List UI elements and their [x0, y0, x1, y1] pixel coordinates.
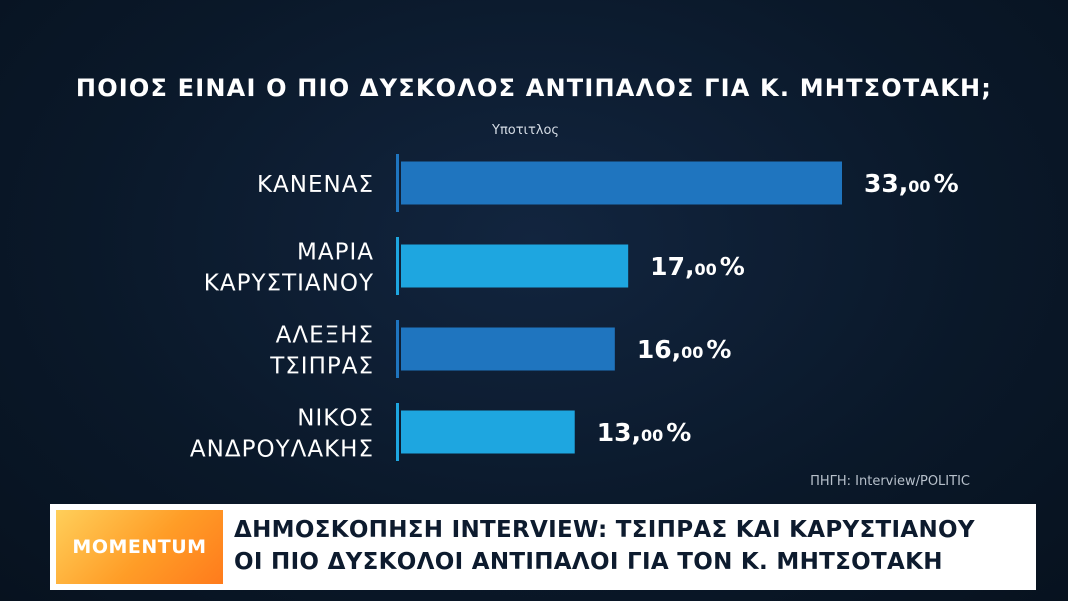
value-label: 16,00% — [637, 335, 732, 364]
axis-segment — [396, 403, 399, 461]
category-label: ΜΑΡΙΑ ΚΑΡΥΣΤΙΑΝΟΥ — [204, 240, 374, 297]
value-label: 33,00% — [864, 169, 959, 198]
value-label: 17,00% — [650, 252, 745, 281]
axis-segment — [396, 237, 399, 295]
category-label: ΑΛΕΞΗΣ ΤΣΙΠΡΑΣ — [269, 323, 374, 380]
source-note: ΠΗΓΗ: Interview/POLITIC — [810, 474, 970, 489]
bar — [401, 410, 575, 454]
headline-line-2: ΟΙ ΠΙΟ ΔΥΣΚΟΛΟΙ ΑΝΤΙΠΑΛΟΙ ΓΙΑ ΤΟΝ Κ. ΜΗΤ… — [234, 549, 943, 575]
headline-line-1: ΔΗΜΟΣΚΟΠΗΣΗ INTERVIEW: ΤΣΙΠΡΑΣ ΚΑΙ ΚΑΡΥΣ… — [234, 517, 975, 543]
momentum-logo: MOMENTUM — [56, 510, 223, 584]
axis-segment — [396, 320, 399, 378]
chart-subtitle: Υποτιτλος — [492, 123, 560, 138]
axis-segment — [396, 154, 399, 212]
value-label: 13,00% — [597, 418, 692, 447]
logo-text: MOMENTUM — [72, 536, 207, 558]
bar — [401, 161, 842, 205]
ticker-headline: ΔΗΜΟΣΚΟΠΗΣΗ INTERVIEW: ΤΣΙΠΡΑΣ ΚΑΙ ΚΑΡΥΣ… — [234, 514, 1034, 578]
bar — [401, 244, 629, 288]
chart-title: ΠΟΙΟΣ ΕΙΝΑΙ Ο ΠΙΟ ΔΥΣΚΟΛΟΣ ΑΝΤΙΠΑΛΟΣ ΓΙΑ… — [75, 74, 993, 102]
category-label: ΝΙΚΟΣ ΑΝΔΡΟΥΛΑΚΗΣ — [190, 406, 374, 463]
bar-chart: ΚΑΝΕΝΑΣ 33,00 % ΜΑΡΙΑ ΚΑΡΥΣΤΙΑΝΟΥ 17,00 % ΑΛΕΞΗ… — [190, 154, 959, 463]
category-label: ΚΑΝΕΝΑΣ — [257, 172, 374, 198]
news-ticker: MOMENTUM ΔΗΜΟΣΚΟΠΗΣΗ INTERVIEW: ΤΣΙΠΡΑΣ … — [50, 504, 1036, 590]
bar — [401, 327, 615, 371]
